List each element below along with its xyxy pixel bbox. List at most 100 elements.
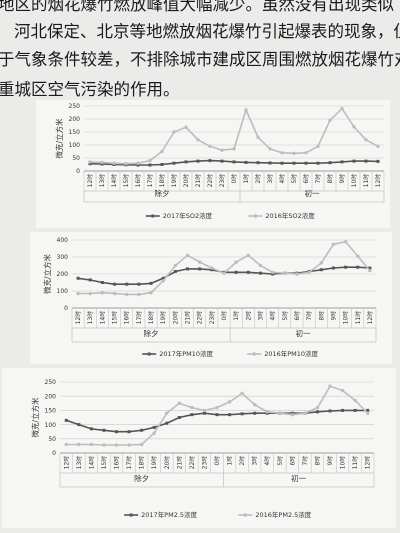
x-tick-label: 8时 xyxy=(317,311,325,321)
legend-marker xyxy=(253,214,258,218)
x-tick-label: 9时 xyxy=(338,174,346,184)
x-tick-label: 12时 xyxy=(74,311,82,324)
data-point xyxy=(177,416,181,419)
data-point xyxy=(196,138,200,142)
data-point xyxy=(196,159,200,163)
data-point xyxy=(161,279,165,283)
data-point xyxy=(295,272,299,276)
x-tick-label: 10时 xyxy=(339,456,347,469)
legend-label: 2017年SO2浓度 xyxy=(163,211,213,220)
data-point xyxy=(246,253,251,257)
x-tick-label: 6时 xyxy=(302,174,310,184)
x-tick-label: 7时 xyxy=(314,174,322,184)
data-point xyxy=(89,442,94,447)
data-point xyxy=(292,151,296,156)
x-tick-label: 4时 xyxy=(263,456,271,466)
data-point xyxy=(364,138,368,142)
data-point xyxy=(88,160,92,164)
data-point xyxy=(244,108,248,112)
data-point xyxy=(215,413,219,417)
data-point xyxy=(89,427,93,431)
x-tick-label: 5时 xyxy=(276,456,284,466)
data-point xyxy=(341,408,345,412)
y-tick-label: 0 xyxy=(52,450,56,457)
data-point xyxy=(149,291,153,295)
series-line xyxy=(78,240,371,296)
data-point xyxy=(280,161,284,165)
data-point xyxy=(88,278,92,282)
legend-marker xyxy=(243,513,248,517)
data-point xyxy=(220,148,224,152)
data-point xyxy=(356,254,360,258)
y-tick-label: 200 xyxy=(45,393,57,400)
x-tick-label: 11时 xyxy=(362,174,370,187)
data-point xyxy=(173,269,177,273)
x-tick-label: 9时 xyxy=(329,311,337,321)
data-point xyxy=(100,281,104,284)
y-tick-label: 50 xyxy=(72,155,80,162)
data-point xyxy=(198,267,202,271)
data-point xyxy=(222,271,226,275)
x-tick-label: 9时 xyxy=(326,456,334,466)
data-point xyxy=(340,388,345,393)
x-tick-label: 17时 xyxy=(125,456,133,469)
series-line xyxy=(89,107,379,165)
data-point xyxy=(208,144,212,148)
data-point xyxy=(376,144,380,148)
y-tick-label: 200 xyxy=(69,116,81,123)
x-tick-label: 18时 xyxy=(158,174,166,187)
x-tick-label: 21时 xyxy=(194,174,202,187)
data-point xyxy=(340,160,344,164)
data-point xyxy=(165,421,169,425)
x-tick-label: 3时 xyxy=(251,456,259,466)
data-point xyxy=(76,276,80,280)
series-line xyxy=(77,266,370,286)
data-point xyxy=(220,159,224,163)
x-tick-label: 0时 xyxy=(213,456,221,466)
data-point xyxy=(172,130,176,134)
data-point xyxy=(160,149,164,154)
x-tick-label: 21时 xyxy=(184,311,192,324)
data-point xyxy=(232,147,236,151)
x-tick-label: 5时 xyxy=(290,174,298,184)
data-point xyxy=(234,260,238,264)
article-text: 地区的烟花爆竹燃放峰值大幅减少。虽然没有出现类似 河北保定、北京等地燃放烟花爆竹… xyxy=(0,0,400,118)
data-point xyxy=(88,291,92,296)
data-point xyxy=(316,161,320,165)
x-tick-label: 0时 xyxy=(220,311,228,321)
x-tick-label: 17时 xyxy=(135,311,143,324)
x-tick-label: 10时 xyxy=(350,174,358,187)
text-line-3: 于气象条件较差，不排除城市建成区周围燃放烟花爆竹对加 xyxy=(0,50,400,69)
data-point xyxy=(190,413,194,417)
group-label-chuyi: 初一 xyxy=(296,328,311,338)
data-point xyxy=(331,242,336,246)
x-tick-label: 0时 xyxy=(230,174,238,184)
group-label-chuyi: 初一 xyxy=(291,473,306,483)
pm25-chart: 0 50 100 150 200 250 微克/立方米 12时 13时 14时 15时 16时 17时 1… xyxy=(30,379,375,519)
legend-label: 2017年PM2.5浓度 xyxy=(141,510,197,519)
group-label-chuyi: 初一 xyxy=(305,188,320,198)
data-point xyxy=(112,161,116,165)
data-point xyxy=(152,425,156,429)
data-point xyxy=(353,398,357,403)
data-point xyxy=(244,160,248,164)
data-point xyxy=(328,384,332,388)
data-point xyxy=(165,411,169,415)
data-point xyxy=(258,271,262,275)
data-point xyxy=(76,291,80,296)
data-point xyxy=(258,263,263,268)
data-point xyxy=(125,282,129,286)
y-tick-label: 150 xyxy=(69,129,81,136)
data-point xyxy=(246,270,250,274)
x-tick-label: 18时 xyxy=(138,456,146,469)
x-tick-label: 20时 xyxy=(171,311,179,324)
data-point xyxy=(173,263,178,268)
data-point xyxy=(376,159,380,163)
x-tick-label: 14时 xyxy=(87,456,95,469)
x-tick-label: 2时 xyxy=(254,174,262,184)
data-point xyxy=(140,428,144,432)
x-tick-label: 3时 xyxy=(256,311,264,321)
x-tick-label: 22时 xyxy=(206,174,214,187)
x-tick-label: 4时 xyxy=(269,311,277,321)
data-point xyxy=(278,411,282,415)
